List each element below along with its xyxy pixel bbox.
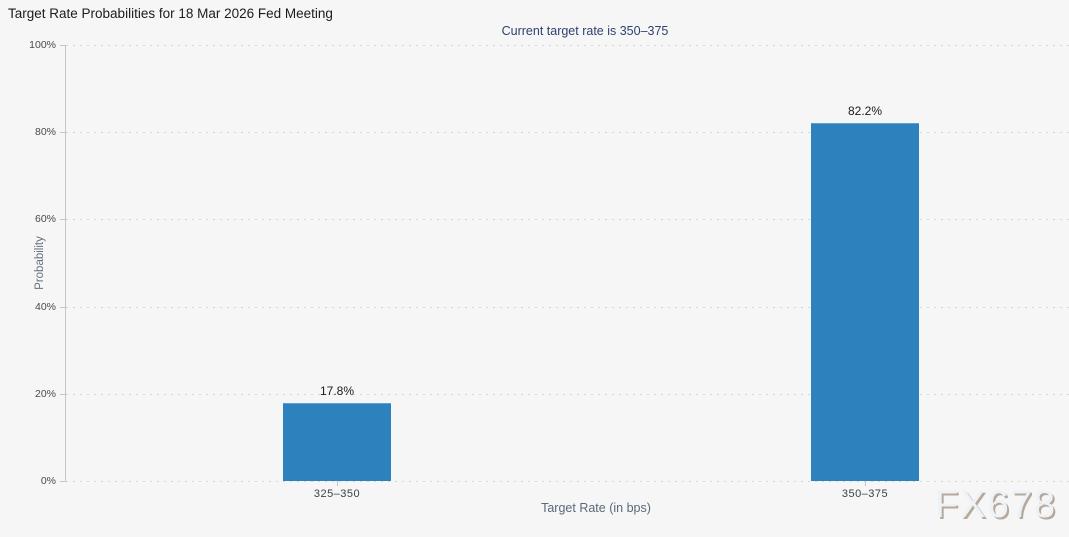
chart-title: Target Rate Probabilities for 18 Mar 202… xyxy=(8,6,333,21)
y-axis-tick xyxy=(60,45,66,46)
y-axis-tick xyxy=(60,132,66,133)
x-category-label: 350–375 xyxy=(841,488,889,500)
watermark-fx678: FX678 xyxy=(935,484,1057,526)
y-axis-tick xyxy=(60,219,66,220)
gridline-60% xyxy=(66,219,1069,220)
y-axis-tick xyxy=(60,394,66,395)
y-tick-label: 40% xyxy=(34,301,56,313)
y-tick-label: 100% xyxy=(29,39,56,51)
bar-350–375 xyxy=(811,123,919,481)
gridline-20% xyxy=(66,394,1069,395)
x-axis-title: Target Rate (in bps) xyxy=(541,501,651,515)
gridline-0% xyxy=(66,481,1069,482)
y-tick-label: 20% xyxy=(34,388,56,400)
gridline-80% xyxy=(66,132,1069,133)
x-axis-tick xyxy=(865,481,866,486)
plot-area: 0% 20% 40% 60% 80% 100% 17.8% 325–350 82.2% 350–3… xyxy=(29,39,1069,500)
bar-value-label: 82.2% xyxy=(847,104,883,118)
chart-subtitle: Current target rate is 350–375 xyxy=(501,24,669,38)
x-category-label: 325–350 xyxy=(313,488,361,500)
y-tick-label: 60% xyxy=(34,213,56,225)
x-axis-tick xyxy=(337,481,338,486)
bar-325–350 xyxy=(283,403,391,481)
y-tick-label: 0% xyxy=(40,475,56,487)
gridline-100% xyxy=(66,45,1069,46)
gridline-40% xyxy=(66,307,1069,308)
y-axis-tick xyxy=(60,481,66,482)
y-tick-label: 80% xyxy=(34,126,56,138)
y-axis-tick xyxy=(60,307,66,308)
bar-value-label: 17.8% xyxy=(319,384,355,398)
y-axis-title: Probability xyxy=(34,236,46,290)
